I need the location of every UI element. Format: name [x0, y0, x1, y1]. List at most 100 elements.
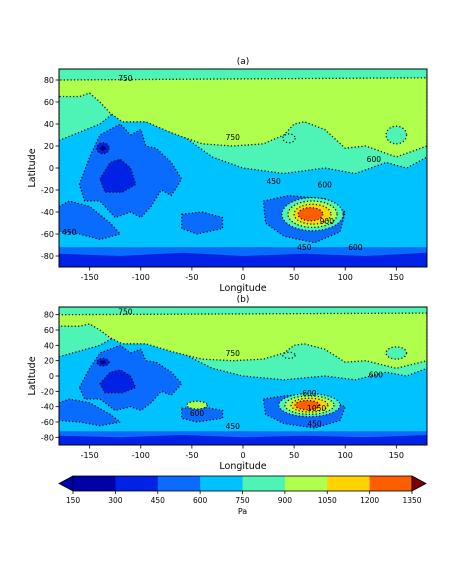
y-tick-label: -80 — [41, 252, 54, 261]
x-tick-label: -100 — [132, 451, 150, 460]
contour-label: 900 — [320, 217, 335, 226]
hellas-1200 — [297, 206, 324, 222]
olympus-150 — [99, 145, 107, 152]
colorbar-tick-label: 150 — [66, 496, 81, 505]
hellas-1200 — [294, 399, 321, 411]
x-tick-label: 0 — [240, 451, 245, 460]
y-axis-label: Latitude — [27, 148, 38, 187]
west-450-region — [59, 200, 122, 241]
y-tick-label: 60 — [44, 326, 54, 335]
plains-900-region — [59, 312, 427, 369]
colorbar-segment — [73, 476, 116, 491]
y-tick-label: -40 — [41, 403, 54, 412]
argyre-high — [186, 400, 208, 410]
panel-a: -150 -100 -50 0 50 100 150 -80 -60 -40 -20 0 20 40 60 8… — [27, 57, 428, 294]
contour-label: 750 — [118, 74, 133, 83]
colorbar-extend-max — [411, 475, 427, 492]
y-tick-label: 0 — [49, 164, 54, 173]
x-tick-label: -50 — [185, 451, 198, 460]
colorbar-segment — [369, 476, 413, 491]
colorbar-tick-label: 1200 — [360, 496, 379, 505]
colorbar-tick-label: 300 — [108, 496, 123, 505]
contour-label: 600 — [348, 243, 363, 252]
y-tick-label: 40 — [44, 120, 54, 129]
x-tick-label: -150 — [81, 451, 99, 460]
tharsis-300-region — [99, 369, 137, 394]
x-tick-label: 50 — [289, 451, 299, 460]
colorbar-segment — [157, 476, 201, 491]
colorbar-label: Pa — [238, 507, 247, 516]
x-axis-label: Longitude — [219, 461, 266, 472]
polar-750-band — [59, 307, 427, 312]
island-750 — [385, 125, 408, 145]
island-750-small — [282, 351, 296, 360]
colorbar-segment — [242, 476, 286, 491]
y-tick-label: -80 — [41, 433, 54, 442]
contour-label: 450 — [307, 420, 322, 429]
polar-750-band — [59, 69, 427, 76]
x-tick-label: -100 — [132, 273, 150, 282]
colorbar-segment — [200, 476, 243, 491]
contour-label: 450 — [297, 243, 312, 252]
contour-label: 750 — [118, 308, 133, 317]
contour-label: 600 — [369, 370, 384, 379]
x-axis-label: Longitude — [219, 283, 266, 294]
x-tick-label: 100 — [338, 273, 353, 282]
y-tick-label: 20 — [44, 357, 54, 366]
contour-label: 600 — [367, 155, 382, 164]
south-300-band — [59, 435, 427, 445]
olympus-150 — [99, 360, 107, 365]
map-field — [59, 69, 427, 267]
colorbar-segment — [327, 476, 371, 491]
argyre-450-region — [181, 211, 224, 235]
colorbar-tick-label: 600 — [193, 496, 208, 505]
y-tick-label: -20 — [41, 387, 54, 396]
contour-label: 450 — [267, 177, 282, 186]
panel-title: (a) — [237, 57, 250, 67]
contour-label: 750 — [226, 133, 241, 142]
tharsis-300-region — [99, 158, 137, 193]
x-tick-label: 150 — [389, 451, 404, 460]
contour-label: 600 — [318, 181, 333, 190]
panel-title: (b) — [237, 295, 250, 305]
y-tick-label: 60 — [44, 98, 54, 107]
y-tick-label: 80 — [44, 311, 54, 320]
colorbar-segment — [284, 476, 328, 491]
west-450-region — [59, 398, 122, 427]
y-tick-label: -60 — [41, 418, 54, 427]
colorbar-tick-label: 450 — [151, 496, 166, 505]
x-tick-label: -50 — [185, 273, 198, 282]
colorbar-tick-label: 900 — [278, 496, 293, 505]
island-750 — [385, 346, 408, 360]
panel-b: -150 -100 -50 0 50 100 150 -80 -60 -40 -20 0 20 40 60 8… — [27, 295, 428, 472]
contour-label: 450 — [226, 422, 241, 431]
contour-label: 600 — [190, 409, 205, 418]
contour-label: 1050 — [307, 404, 326, 413]
map-field — [59, 307, 427, 445]
y-tick-label: 0 — [49, 372, 54, 381]
y-tick-label: 40 — [44, 341, 54, 350]
x-tick-label: 50 — [289, 273, 299, 282]
x-tick-label: 100 — [338, 451, 353, 460]
contour-label: 600 — [302, 389, 317, 398]
x-tick-label: 150 — [389, 273, 404, 282]
x-tick-label: -150 — [81, 273, 99, 282]
y-tick-label: 80 — [44, 76, 54, 85]
contour-label: 750 — [226, 349, 241, 358]
y-tick-label: -60 — [41, 230, 54, 239]
y-tick-label: 20 — [44, 142, 54, 151]
south-300-band — [59, 252, 427, 267]
colorbar-extend-min — [58, 475, 74, 492]
y-tick-label: -40 — [41, 208, 54, 217]
island-750-small — [282, 133, 296, 144]
y-axis-label: Latitude — [27, 356, 38, 395]
colorbar: 150 300 450 600 750 900 1050 1200 1350 Pa — [58, 475, 427, 516]
colorbar-tick-label: 750 — [235, 496, 250, 505]
y-tick-label: -20 — [41, 186, 54, 195]
colorbar-tick-label: 1050 — [318, 496, 337, 505]
x-tick-label: 0 — [240, 273, 245, 282]
colorbar-segment — [115, 476, 159, 491]
colorbar-tick-label: 1350 — [402, 496, 421, 505]
plains-900-region — [59, 77, 427, 158]
